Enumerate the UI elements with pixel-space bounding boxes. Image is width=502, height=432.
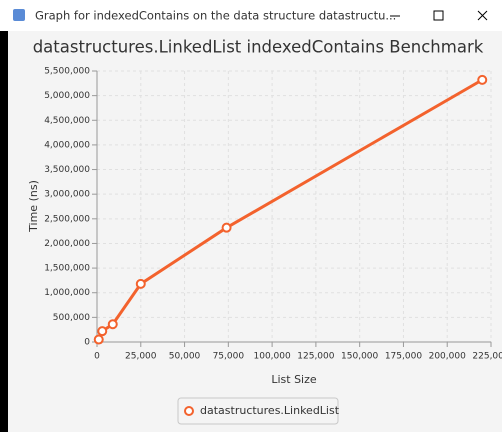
y-tick-label: 2,000,000 bbox=[44, 239, 90, 249]
y-tick-label: 3,500,000 bbox=[44, 165, 90, 175]
y-tick-label: 2,500,000 bbox=[44, 214, 90, 224]
x-axis-label: List Size bbox=[271, 373, 317, 386]
title-bar bbox=[0, 0, 502, 31]
point bbox=[107, 319, 118, 330]
x-tick-label: 25,000 bbox=[125, 352, 157, 362]
x-tick-label: 200,000 bbox=[429, 352, 466, 362]
close-button[interactable] bbox=[477, 10, 488, 21]
legend-box bbox=[177, 397, 339, 425]
app-icon bbox=[13, 9, 25, 21]
y-tick-label: 4,500,000 bbox=[44, 116, 90, 126]
y-axis-label: Time (ns) bbox=[27, 180, 40, 233]
x-tick-label: 0 bbox=[94, 352, 100, 362]
legend-marker bbox=[184, 406, 194, 416]
x-tick-label: 150,000 bbox=[341, 352, 378, 362]
y-tick-label: 5,500,000 bbox=[44, 67, 90, 77]
y-tick-label: 3,000,000 bbox=[44, 190, 90, 200]
x-tick-label: 50,000 bbox=[169, 352, 201, 362]
point bbox=[221, 222, 232, 233]
y-tick-label: 1,500,000 bbox=[44, 264, 90, 274]
legend-label: datastructures.LinkedList bbox=[200, 404, 340, 417]
window-title: Graph for indexedContains on the data st… bbox=[35, 9, 396, 23]
y-tick-label: 4,000,000 bbox=[44, 140, 90, 150]
y-tick-label: 500,000 bbox=[53, 313, 90, 323]
point bbox=[97, 326, 108, 337]
x-tick-label: 100,000 bbox=[254, 352, 291, 362]
y-tick-label: 5,000,000 bbox=[44, 91, 90, 101]
point bbox=[477, 74, 488, 85]
x-tick-label: 125,000 bbox=[297, 352, 334, 362]
y-tick-label: 1,000,000 bbox=[44, 288, 90, 298]
maximize-button[interactable] bbox=[433, 10, 444, 21]
x-tick-label: 75,000 bbox=[213, 352, 245, 362]
x-tick-label: 225,000 bbox=[472, 352, 502, 362]
y-tick-label: 0 bbox=[84, 338, 90, 348]
chart-title: datastructures.LinkedList indexedContain… bbox=[33, 38, 484, 57]
point bbox=[135, 278, 146, 289]
point bbox=[93, 334, 104, 345]
x-tick-label: 175,000 bbox=[385, 352, 422, 362]
left-edge bbox=[0, 31, 8, 432]
